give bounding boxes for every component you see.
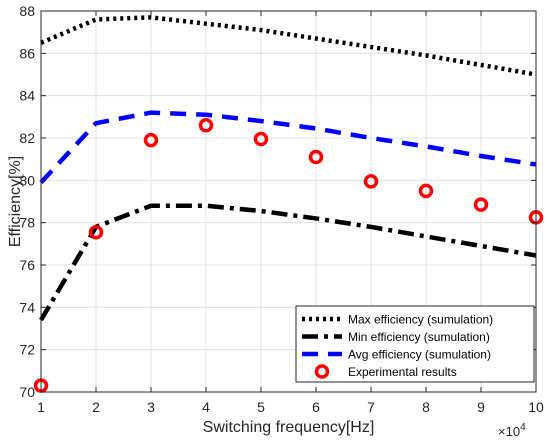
avg-efficiency-sumulation-line: [39, 110, 537, 184]
x-axis-exponent: ×104: [498, 422, 526, 439]
x-tick-label: 5: [257, 399, 265, 415]
experimental-point: [363, 174, 379, 189]
legend-box: [295, 305, 535, 383]
y-tick-label: 76: [19, 257, 35, 273]
legend-entry-label: Min efficiency (sumulation): [348, 330, 490, 344]
y-tick-label: 80: [19, 172, 35, 188]
y-tick-label: 88: [19, 3, 35, 19]
x-axis-exponent-base: ×10: [498, 424, 520, 439]
x-tick-label: 8: [422, 399, 430, 415]
x-tick-label: 2: [92, 399, 100, 415]
legend-swatch: [314, 364, 330, 379]
experimental-point: [418, 183, 434, 199]
y-axis-label: Efficiency[%]: [7, 156, 24, 247]
x-tick-label: 9: [477, 399, 485, 415]
experimental-point: [473, 197, 489, 212]
y-tick-label: 86: [19, 45, 35, 61]
experimental-point: [143, 132, 159, 148]
y-tick-label: 70: [19, 384, 35, 400]
experimental-point: [198, 118, 214, 133]
plot-frame: [40, 10, 537, 393]
x-tick-label: 7: [367, 399, 375, 415]
y-tick-label: 72: [19, 342, 35, 358]
min-efficiency-sumulation-line: [39, 203, 537, 322]
experimental-point: [308, 149, 324, 165]
experimental-point: [253, 131, 269, 147]
experimental-point: [88, 224, 104, 240]
x-axis-exponent-power: 4: [520, 422, 526, 433]
y-tick-label: 84: [19, 88, 35, 104]
legend-entry-label: Avg efficiency (sumulation): [348, 348, 491, 362]
x-tick-label: 3: [147, 399, 155, 415]
x-tick-label: 10: [528, 399, 544, 415]
x-tick-label: 6: [312, 399, 320, 415]
x-tick-label: 1: [37, 399, 45, 415]
y-tick-label: 74: [19, 299, 35, 315]
series-lines: [39, 15, 537, 322]
legend-entry-label: Max efficiency (sumulation): [348, 313, 493, 327]
y-tick-label: 82: [19, 130, 35, 146]
y-tick-label: 78: [19, 215, 35, 231]
legend-entry-label: Experimental results: [348, 365, 457, 379]
legend: Max efficiency (sumulation) Min efficienc…: [295, 305, 535, 383]
x-axis-label: Switching frequency[Hz]: [203, 419, 375, 436]
max-efficiency-sumulation-line: [40, 15, 537, 77]
x-tick-label: 4: [202, 399, 210, 415]
